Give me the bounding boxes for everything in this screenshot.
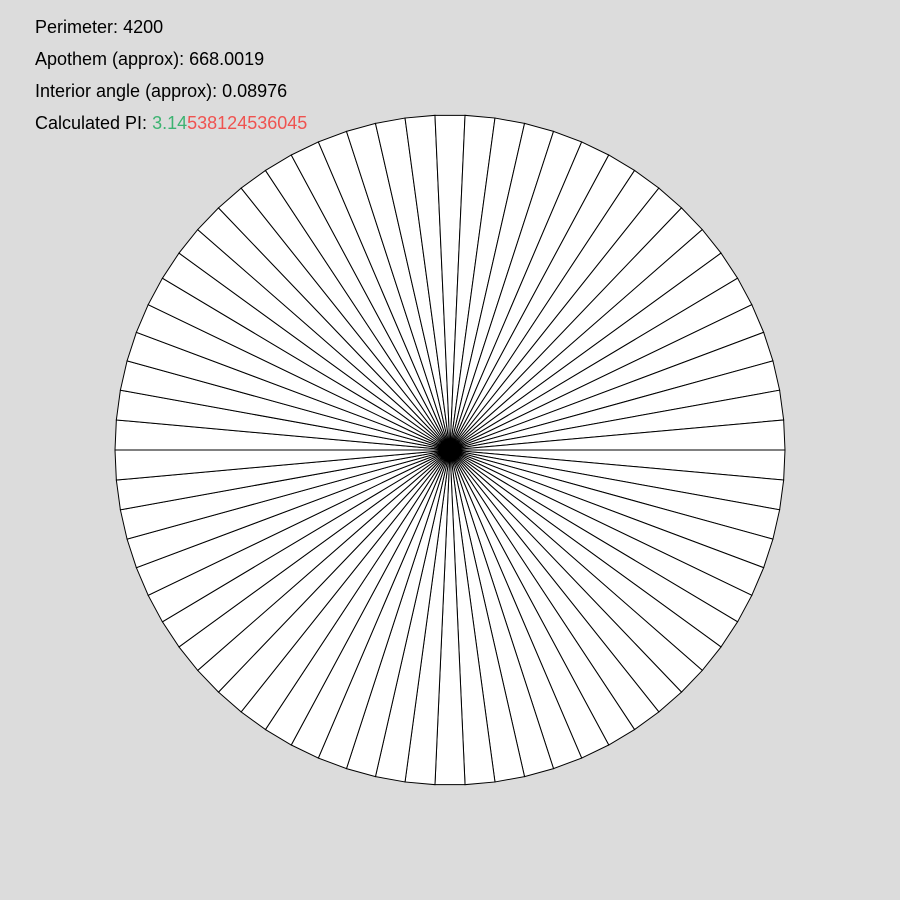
stats-panel: Perimeter: 4200 Apothem (approx): 668.0019…: [35, 11, 307, 139]
interior-angle-label: Interior angle (approx):: [35, 81, 218, 101]
apothem-value: 668.0019: [189, 49, 265, 69]
perimeter-stat: Perimeter: 4200: [35, 11, 307, 43]
perimeter-value: 4200: [123, 17, 164, 37]
apothem-label: Apothem (approx):: [35, 49, 185, 69]
perimeter-label: Perimeter:: [35, 17, 119, 37]
pi-matching-digits: 3.14: [152, 113, 188, 133]
interior-angle-value: 0.08976: [222, 81, 288, 101]
apothem-stat: Apothem (approx): 668.0019: [35, 43, 307, 75]
calculated-pi-stat: Calculated PI: 3.14538124536045: [35, 107, 307, 139]
calculated-pi-label: Calculated PI:: [35, 113, 148, 133]
pi-remaining-digits: 538124536045: [187, 113, 308, 133]
interior-angle-stat: Interior angle (approx): 0.08976: [35, 75, 307, 107]
polygon-segment: [449, 419, 786, 451]
